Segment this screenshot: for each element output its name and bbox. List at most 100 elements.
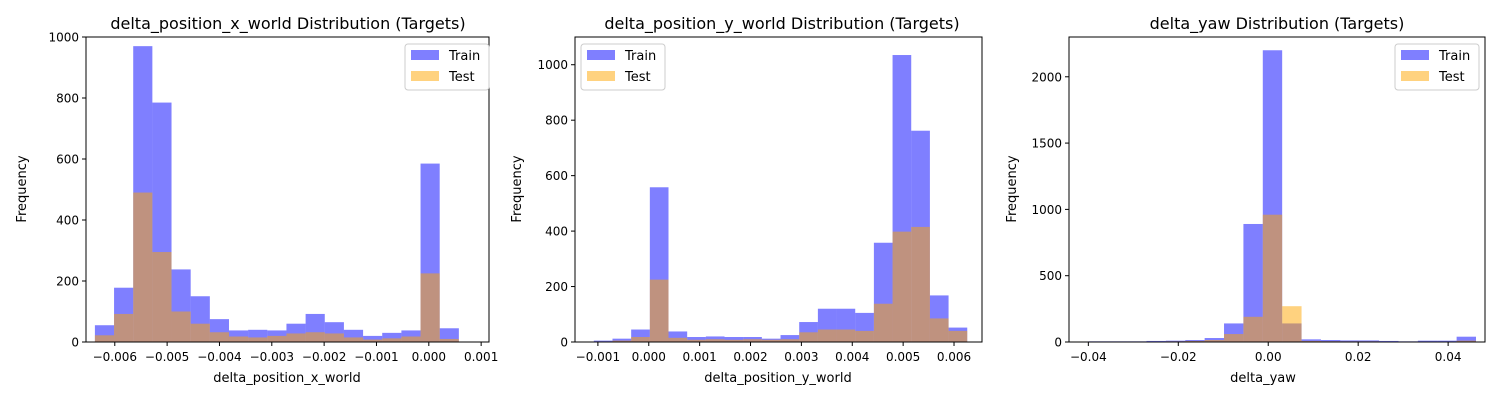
x-tick-label: 0.000 [632, 350, 666, 364]
y-axis-label: Frequency [510, 155, 525, 222]
y-tick-label: 400 [545, 225, 568, 239]
x-tick-label: −0.04 [1070, 350, 1107, 364]
histogram-bar-train [593, 340, 613, 342]
histogram-bar-train [724, 337, 744, 342]
y-tick-label: 0 [71, 336, 79, 350]
histogram-bar-train [668, 331, 688, 342]
histogram-bar-train [439, 328, 459, 342]
histogram-bar-train [382, 332, 402, 342]
legend-swatch-train [1401, 50, 1429, 60]
histogram-bar-test [209, 332, 229, 342]
histogram-bar-test [1243, 316, 1263, 342]
histogram-bar-test [780, 339, 800, 342]
histogram-bar-train [1165, 340, 1186, 342]
chart-title: delta_position_x_world Distribution (Tar… [110, 14, 465, 34]
plot-frame [574, 36, 983, 343]
y-tick-label: 0 [560, 336, 568, 350]
histogram-bar-test [248, 337, 268, 342]
histogram-bar-test [363, 339, 383, 342]
legend-swatch-test [587, 71, 615, 81]
y-axis-ticks: 0 200 400 600 800 1000 [48, 31, 86, 350]
histogram-bar-test [152, 252, 172, 342]
histogram-bar-test [612, 340, 632, 342]
histogram-bar-test [892, 231, 912, 342]
histogram-bar-test [1262, 214, 1283, 342]
x-tick-label: 0.00 [1255, 350, 1282, 364]
y-tick-label: 400 [56, 214, 79, 228]
y-tick-label: 1000 [537, 58, 568, 72]
histogram-bar-test [1224, 334, 1244, 342]
y-tick-label: 0 [1054, 336, 1062, 350]
x-axis-ticks: −0.001 0.000 0.001 0.002 0.003 0.004 0.005 0.00… [576, 342, 971, 364]
histogram-bar-test [649, 279, 669, 342]
histogram-bar-test [1204, 340, 1225, 342]
y-tick-label: 200 [56, 275, 79, 289]
histogram-bar-test [743, 339, 762, 342]
legend-label-test: Test [1438, 70, 1465, 85]
y-axis-label: Frequency [15, 155, 30, 222]
histogram-bar-train [1301, 339, 1321, 342]
histogram-bar-train [363, 335, 383, 342]
histogram-bar-train [1359, 340, 1380, 342]
legend-label-train: Train [448, 49, 480, 64]
histogram-bar-train [1320, 340, 1341, 342]
legend-swatch-train [411, 50, 439, 60]
legend: Train Test [1394, 43, 1480, 91]
x-tick-label: 0.04 [1435, 350, 1462, 364]
legend-label-test: Test [448, 70, 475, 85]
bars-group [593, 55, 968, 343]
y-tick-label: 800 [56, 92, 79, 106]
histogram-bar-test [171, 311, 191, 342]
histogram-bar-test [929, 318, 949, 342]
x-tick-label: −0.006 [93, 350, 137, 364]
x-tick-label: 0.002 [733, 350, 767, 364]
histogram-bar-test [724, 339, 744, 342]
histogram-bar-test [705, 339, 725, 342]
chart-panel-y: delta_position_y_world Distribution (Tar… [510, 14, 983, 386]
histogram-bar-test [836, 329, 856, 342]
histogram-bar-test [133, 192, 153, 342]
x-tick-label: 0.004 [835, 350, 869, 364]
histogram-bar-test [324, 333, 344, 342]
histogram-bar-test [190, 323, 210, 342]
histogram-bar-test [911, 226, 930, 342]
plot-frame [85, 36, 490, 343]
bars-group [1088, 50, 1476, 342]
legend-label-test: Test [624, 70, 651, 85]
y-tick-label: 200 [545, 280, 568, 294]
y-tick-label: 500 [1039, 269, 1062, 283]
histogram-bar-test [420, 273, 440, 343]
histogram-bar-train [1340, 340, 1360, 342]
x-axis-ticks: −0.04 −0.02 0.00 0.02 0.04 [1070, 342, 1462, 364]
histogram-bar-test [631, 337, 650, 342]
x-tick-label: −0.001 [354, 350, 398, 364]
y-tick-label: 800 [545, 114, 568, 128]
histogram-bar-test [687, 339, 706, 342]
x-axis-label: delta_position_x_world [213, 371, 360, 386]
chart-title: delta_yaw Distribution (Targets) [1150, 14, 1405, 34]
histogram-bar-test [94, 335, 115, 342]
y-tick-label: 1000 [1031, 203, 1062, 217]
x-tick-label: −0.002 [302, 350, 346, 364]
histogram-bar-test [114, 313, 134, 342]
legend-swatch-test [1401, 71, 1429, 81]
histogram-bar-train [1417, 340, 1438, 342]
histogram-bar-train [228, 330, 249, 342]
histogram-bar-train [612, 338, 632, 342]
chart-panel-x: delta_position_x_world Distribution (Tar… [15, 14, 498, 386]
x-tick-label: 0.005 [886, 350, 920, 364]
x-tick-label: 0.003 [784, 350, 818, 364]
histogram-bar-train [401, 330, 421, 342]
x-axis-label: delta_yaw [1230, 371, 1296, 386]
legend-swatch-train [587, 50, 615, 60]
histogram-bar-test [817, 329, 837, 342]
histogram-bar-test [401, 336, 421, 342]
histogram-bar-test [382, 338, 402, 342]
y-axis-ticks: 0 500 1000 1500 2000 [1031, 70, 1069, 350]
histogram-bar-test [1456, 340, 1476, 342]
histogram-bar-test [668, 337, 688, 342]
legend: Train Test [404, 43, 490, 91]
y-axis-label: Frequency [1005, 155, 1020, 222]
histogram-bar-test [267, 335, 287, 342]
